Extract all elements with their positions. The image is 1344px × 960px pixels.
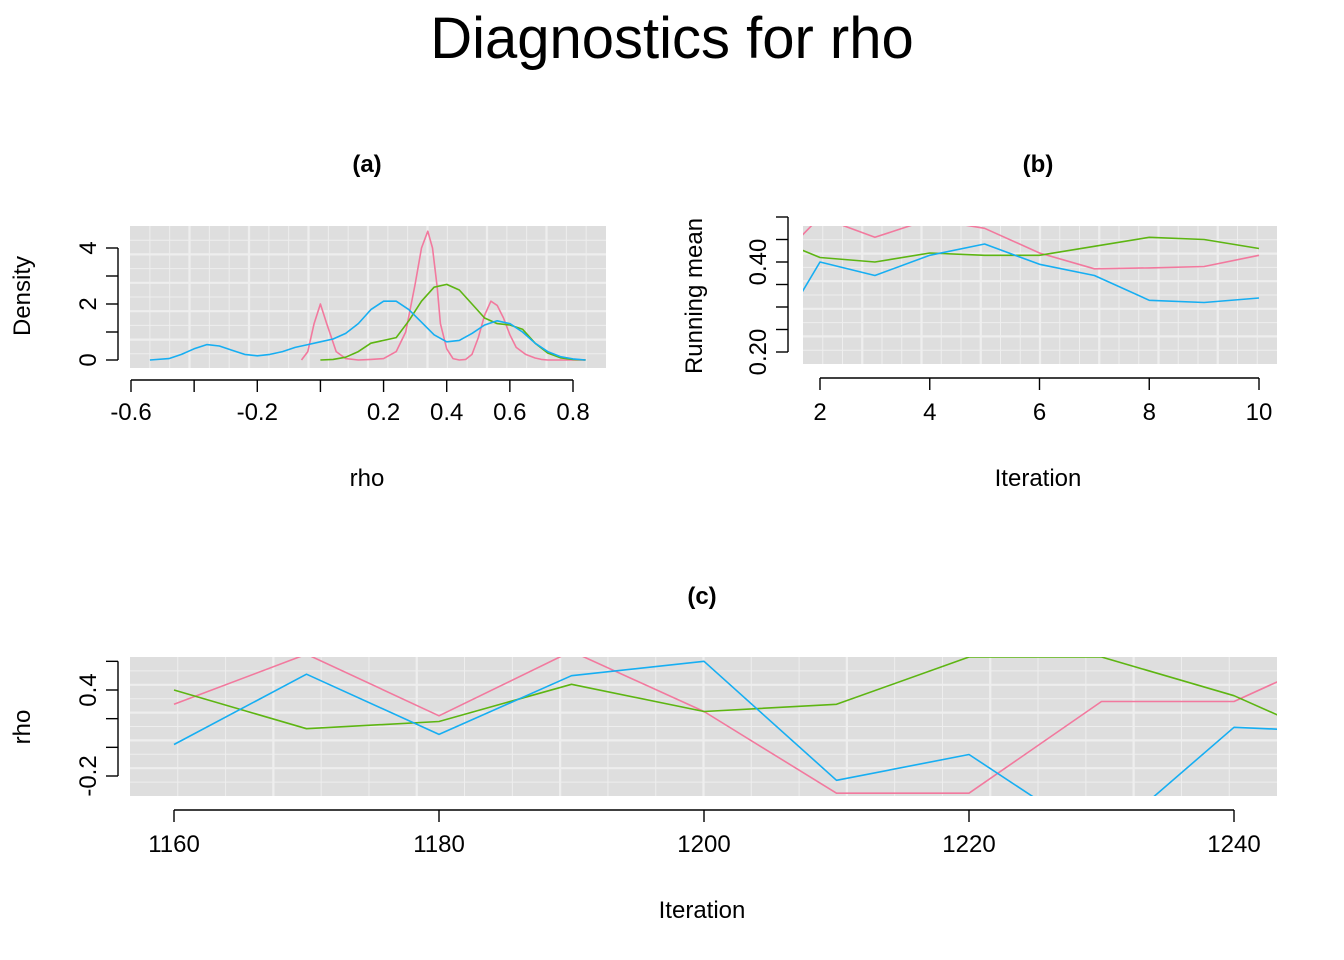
x-tick-label: 1200 <box>677 831 730 858</box>
grid-lines <box>130 657 1277 796</box>
y-tick-label: 0.4 <box>75 673 102 706</box>
y-tick-label: -0.2 <box>75 755 102 796</box>
y-tick-label: 4 <box>75 241 102 254</box>
series-line-chain-1 <box>173 657 1277 795</box>
y-tick-label: 2 <box>75 297 102 310</box>
x-tick-label: 0.8 <box>556 399 589 426</box>
series-line-chain-2 <box>803 236 1260 263</box>
y-tick-label: 0 <box>75 353 102 366</box>
x-tick-label: 10 <box>1246 399 1273 426</box>
x-tick-label: 0.6 <box>493 399 526 426</box>
series-group <box>173 657 1277 796</box>
panel-b-plot-area: 2 4 6 8 10 0.20 0.40 <box>745 216 1277 426</box>
series-group <box>149 230 586 361</box>
x-tick-label: 1180 <box>413 831 465 858</box>
x-tick-label: 1240 <box>1207 831 1260 858</box>
y-axis: 0 2 4 <box>75 241 119 367</box>
panel-a-title: (a) <box>352 151 381 178</box>
panel-a-xlabel: rho <box>350 465 385 492</box>
panel-c-plot-area: 1160 1180 1200 1220 1240 -0.2 0.4 <box>75 657 1277 858</box>
y-tick-label: 0.40 <box>745 239 772 286</box>
series-line-chain-3 <box>803 243 1260 304</box>
x-axis: 1160 1180 1200 1220 1240 <box>148 809 1261 858</box>
series-line-chain-2 <box>173 657 1277 730</box>
series-line-chain-3 <box>173 660 1277 796</box>
panel-b-xlabel: Iteration <box>995 465 1082 492</box>
y-tick-label: 0.20 <box>745 329 772 376</box>
y-axis: 0.20 0.40 <box>745 216 789 376</box>
x-tick-label: 2 <box>813 399 826 426</box>
x-tick-label: 6 <box>1033 399 1046 426</box>
panel-a-ylabel: Density <box>9 256 36 336</box>
series-line-chain-1 <box>300 230 586 361</box>
grid-lines <box>803 226 1277 364</box>
x-tick-label: 1160 <box>148 831 200 858</box>
x-tick-label: 8 <box>1143 399 1156 426</box>
series-group <box>803 226 1260 304</box>
x-tick-label: 0.4 <box>430 399 463 426</box>
main-title: Diagnostics for rho <box>430 6 914 71</box>
x-axis: 2 4 6 8 10 <box>813 377 1273 426</box>
panel-a-plot-area: -0.6 -0.2 0.2 0.4 0.6 0.8 0 2 4 <box>75 226 606 426</box>
panel-a: (a) -0.6 -0.2 0.2 0.4 0.6 0.8 0 2 4 rho Density <box>9 151 606 492</box>
panel-c-title: (c) <box>687 583 716 610</box>
series-line-chain-3 <box>149 300 586 361</box>
y-axis: -0.2 0.4 <box>75 660 119 797</box>
x-tick-label: -0.2 <box>237 399 278 426</box>
series-line-chain-1 <box>803 226 1260 270</box>
panel-c: (c) 1160 1180 1200 1220 1240 -0.2 0.4 Iteratio… <box>9 583 1277 924</box>
x-tick-label: -0.6 <box>110 399 151 426</box>
panel-b-ylabel: Running mean <box>681 218 708 374</box>
panel-c-ylabel: rho <box>9 710 36 745</box>
x-tick-label: 0.2 <box>367 399 400 426</box>
panel-b-title: (b) <box>1023 151 1054 178</box>
grid-lines <box>130 226 606 368</box>
panel-b: (b) 2 4 6 8 10 0.20 0.40 Iteration Running mea… <box>681 151 1277 492</box>
panel-c-xlabel: Iteration <box>659 897 746 924</box>
x-tick-label: 1220 <box>942 831 995 858</box>
x-tick-label: 4 <box>923 399 936 426</box>
x-axis: -0.6 -0.2 0.2 0.4 0.6 0.8 <box>110 379 590 426</box>
